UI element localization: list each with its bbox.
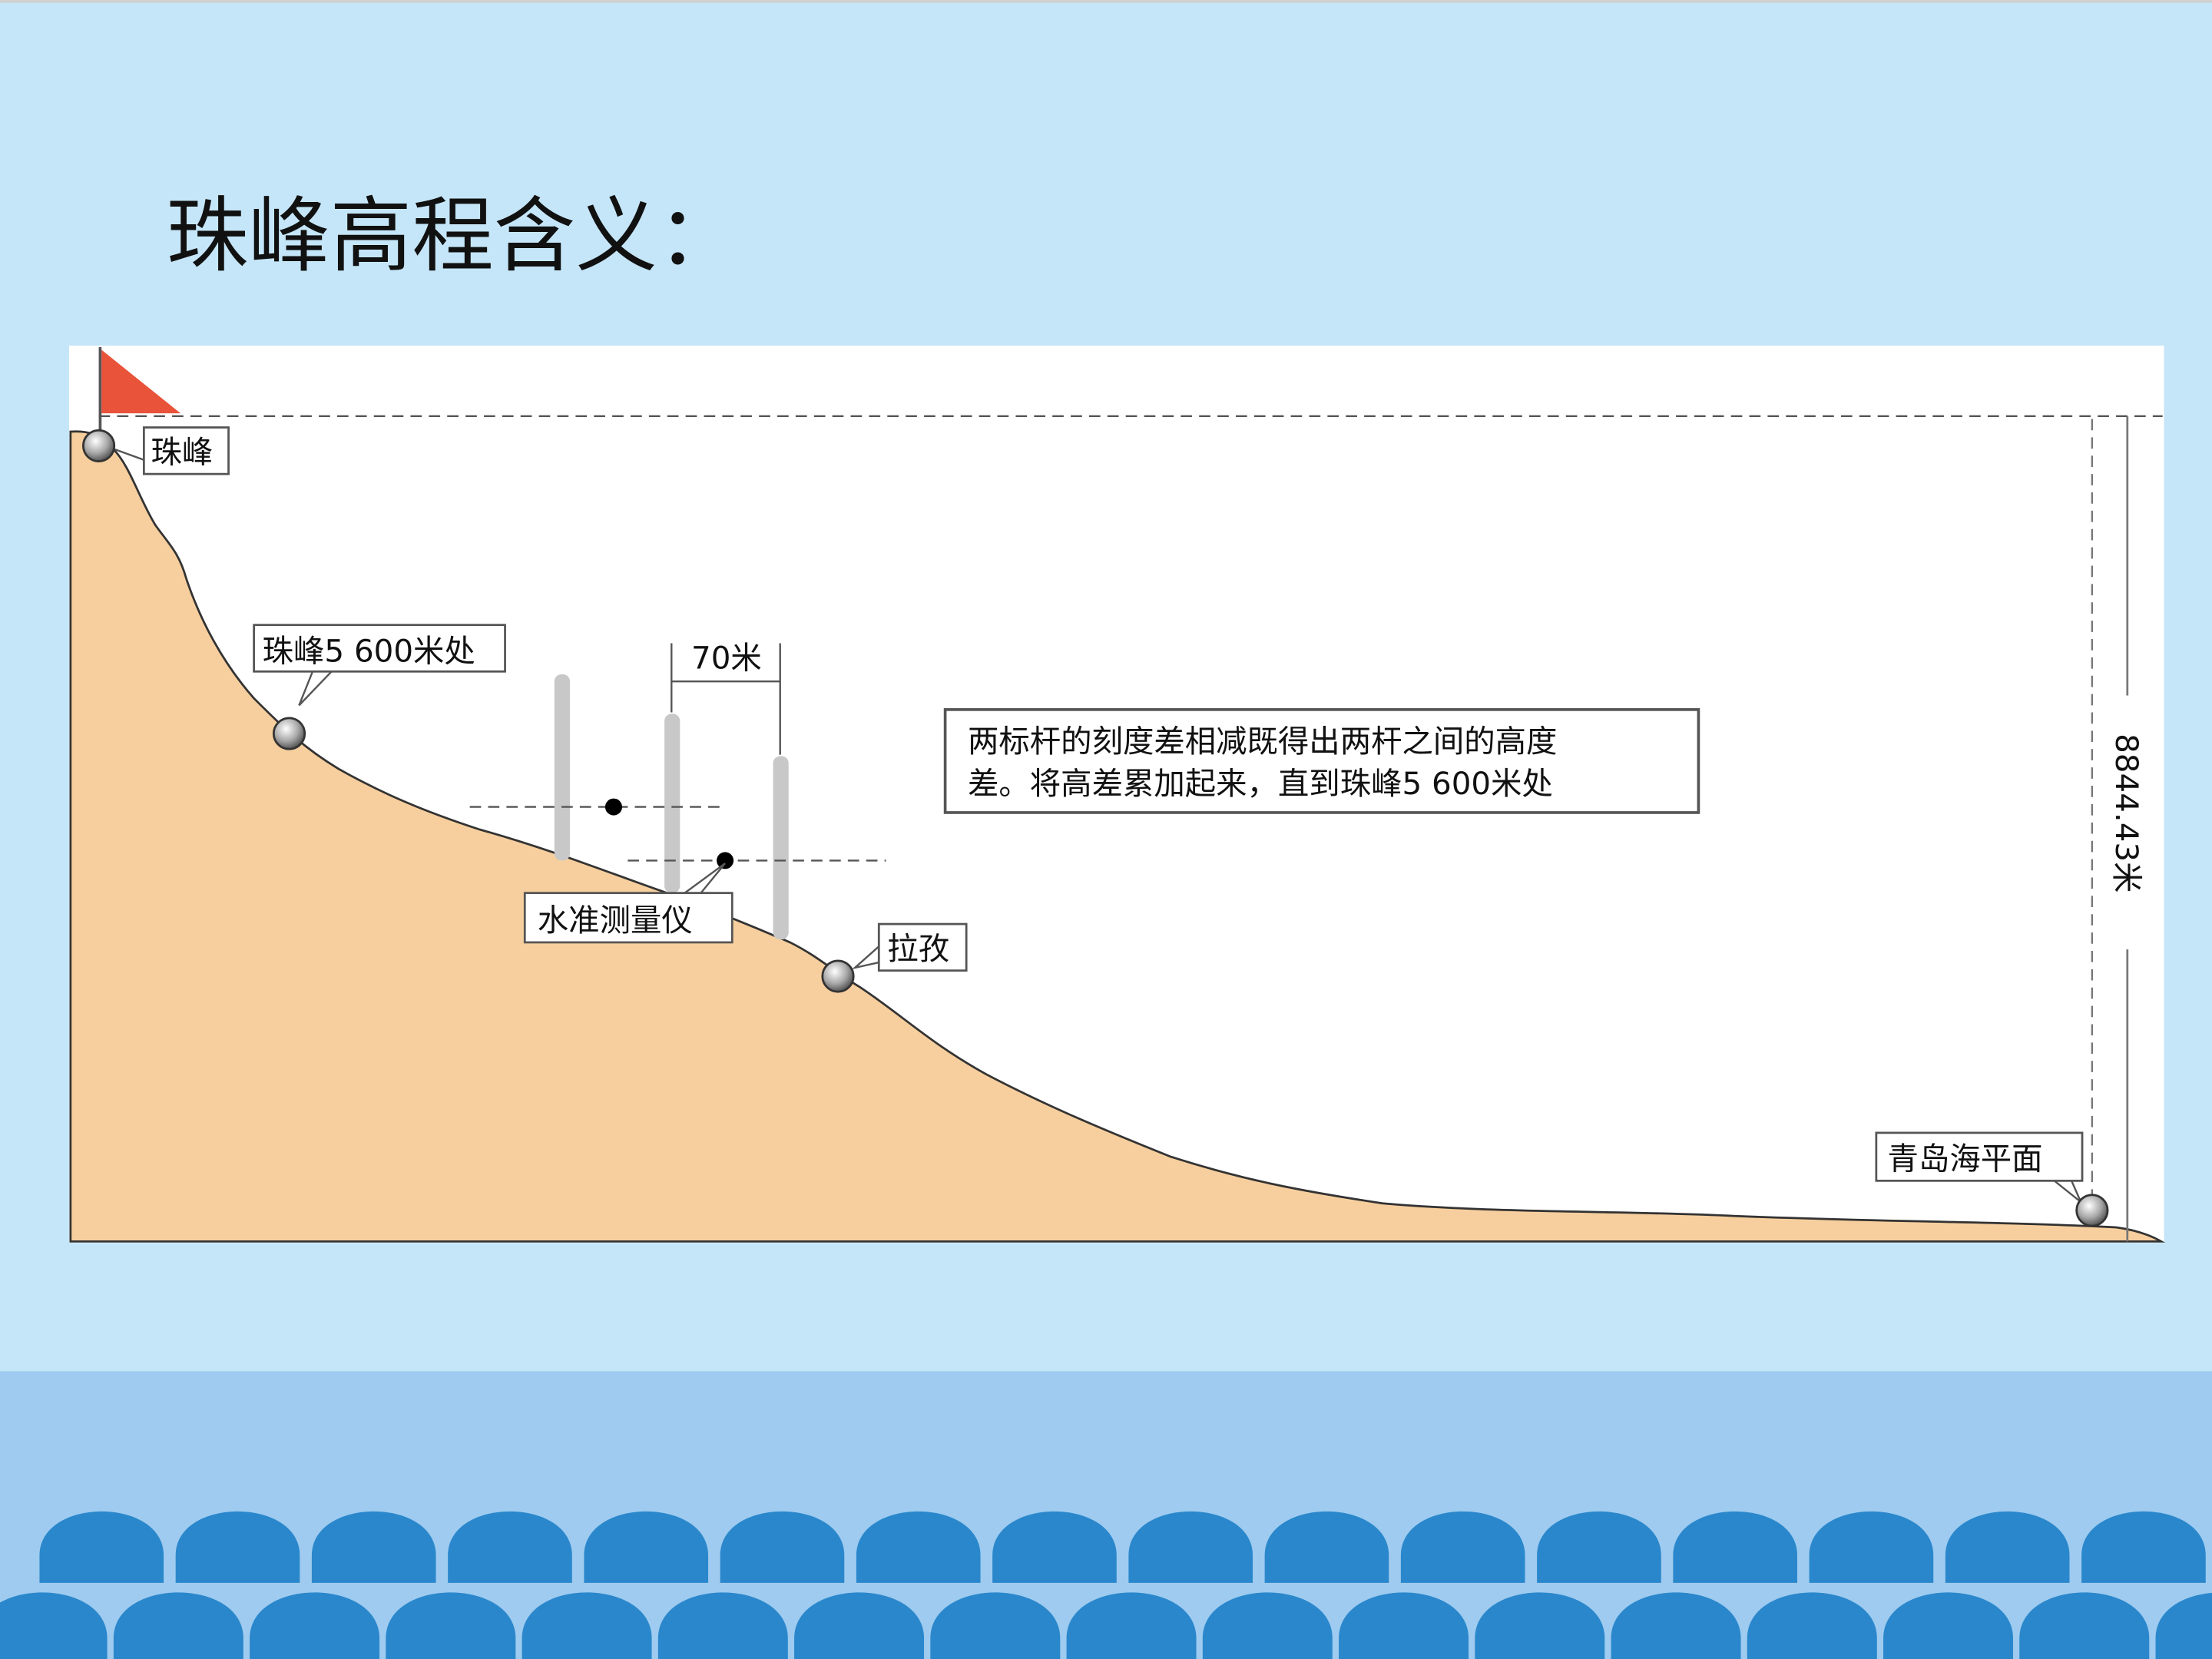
wave-hump xyxy=(1066,1592,1197,1659)
leveling-pole xyxy=(554,674,571,861)
wave-hump xyxy=(1883,1592,2014,1659)
wave-hump xyxy=(720,1511,845,1583)
wave-hump xyxy=(1747,1592,1877,1659)
top-edge xyxy=(0,0,2212,3)
note-box xyxy=(943,708,1700,814)
leveling-pole xyxy=(773,756,789,940)
camp-label: 珠峰5 600米处 xyxy=(263,632,475,669)
wave-hump xyxy=(1537,1511,1661,1583)
spacing-bracket xyxy=(671,643,781,755)
page-title: 珠峰高程含义： xyxy=(167,188,740,283)
wave-hump xyxy=(250,1592,380,1659)
note-line-2: 差。将高差累加起来，直到珠峰5 600米处 xyxy=(968,765,1553,802)
terrain-profile xyxy=(69,430,2166,1243)
camp-callout-pointer xyxy=(298,669,334,707)
camp-marker xyxy=(272,717,306,750)
wave-hump xyxy=(657,1592,788,1659)
instrument-callout-pointer xyxy=(682,863,727,896)
wave-hump xyxy=(522,1592,652,1659)
wave-hump xyxy=(856,1511,981,1583)
peak-marker xyxy=(81,429,116,462)
wave-hump xyxy=(1945,1511,2070,1583)
lhasa-callout xyxy=(877,922,968,972)
leveling-pole xyxy=(664,714,680,893)
leveling-poles xyxy=(554,674,789,940)
elevation-diagram: 8844.43米 70米 水准测量仪 珠峰 xyxy=(69,346,2166,1243)
sea-level-callout xyxy=(1875,1131,2084,1182)
wave-hump xyxy=(2019,1592,2150,1659)
wave-hump xyxy=(1339,1592,1469,1659)
sea-level-label: 青岛海平面 xyxy=(1888,1141,2043,1177)
lhasa-marker xyxy=(821,959,855,993)
wave-hump xyxy=(1809,1511,1934,1583)
height-label: 8844.43米 xyxy=(2108,733,2145,892)
wave-hump xyxy=(448,1511,572,1583)
spacing-label: 70米 xyxy=(691,640,762,677)
wave-hump xyxy=(2081,1511,2206,1583)
wave-hump xyxy=(584,1511,709,1583)
lhasa-callout-pointer xyxy=(851,944,881,970)
note-line-1: 两标杆的刻度差相减既得出两杆之间的高度 xyxy=(968,723,1557,760)
wave-hump xyxy=(311,1511,436,1583)
wave-hump xyxy=(175,1511,300,1583)
lhasa-label: 拉孜 xyxy=(887,930,949,967)
wave-hump xyxy=(794,1592,925,1659)
wave-hump xyxy=(1475,1592,1605,1659)
peak-label: 珠峰 xyxy=(151,433,214,470)
wave-hump xyxy=(1202,1592,1333,1659)
wave-decoration xyxy=(0,1511,2212,1659)
wave-hump xyxy=(1128,1511,1253,1583)
wave-hump xyxy=(1673,1511,1797,1583)
sea-level-marker xyxy=(2075,1194,2109,1227)
wave-hump xyxy=(1264,1511,1389,1583)
flag-icon xyxy=(98,346,181,432)
level-instrument-dot xyxy=(717,852,734,869)
level-instrument-dot xyxy=(604,798,622,816)
wave-hump xyxy=(39,1511,164,1583)
peak-callout xyxy=(142,426,230,475)
wave-hump xyxy=(2155,1593,2212,1659)
wave-hump xyxy=(1400,1511,1525,1583)
instrument-callout xyxy=(523,892,733,944)
camp-callout xyxy=(253,624,506,673)
wave-hump xyxy=(386,1592,516,1659)
wave-hump xyxy=(992,1511,1117,1583)
wave-hump xyxy=(1611,1592,1741,1659)
wave-hump xyxy=(113,1592,243,1659)
wave-hump xyxy=(0,1592,108,1659)
wave-hump xyxy=(930,1592,1061,1659)
instrument-label: 水准测量仪 xyxy=(538,902,693,939)
